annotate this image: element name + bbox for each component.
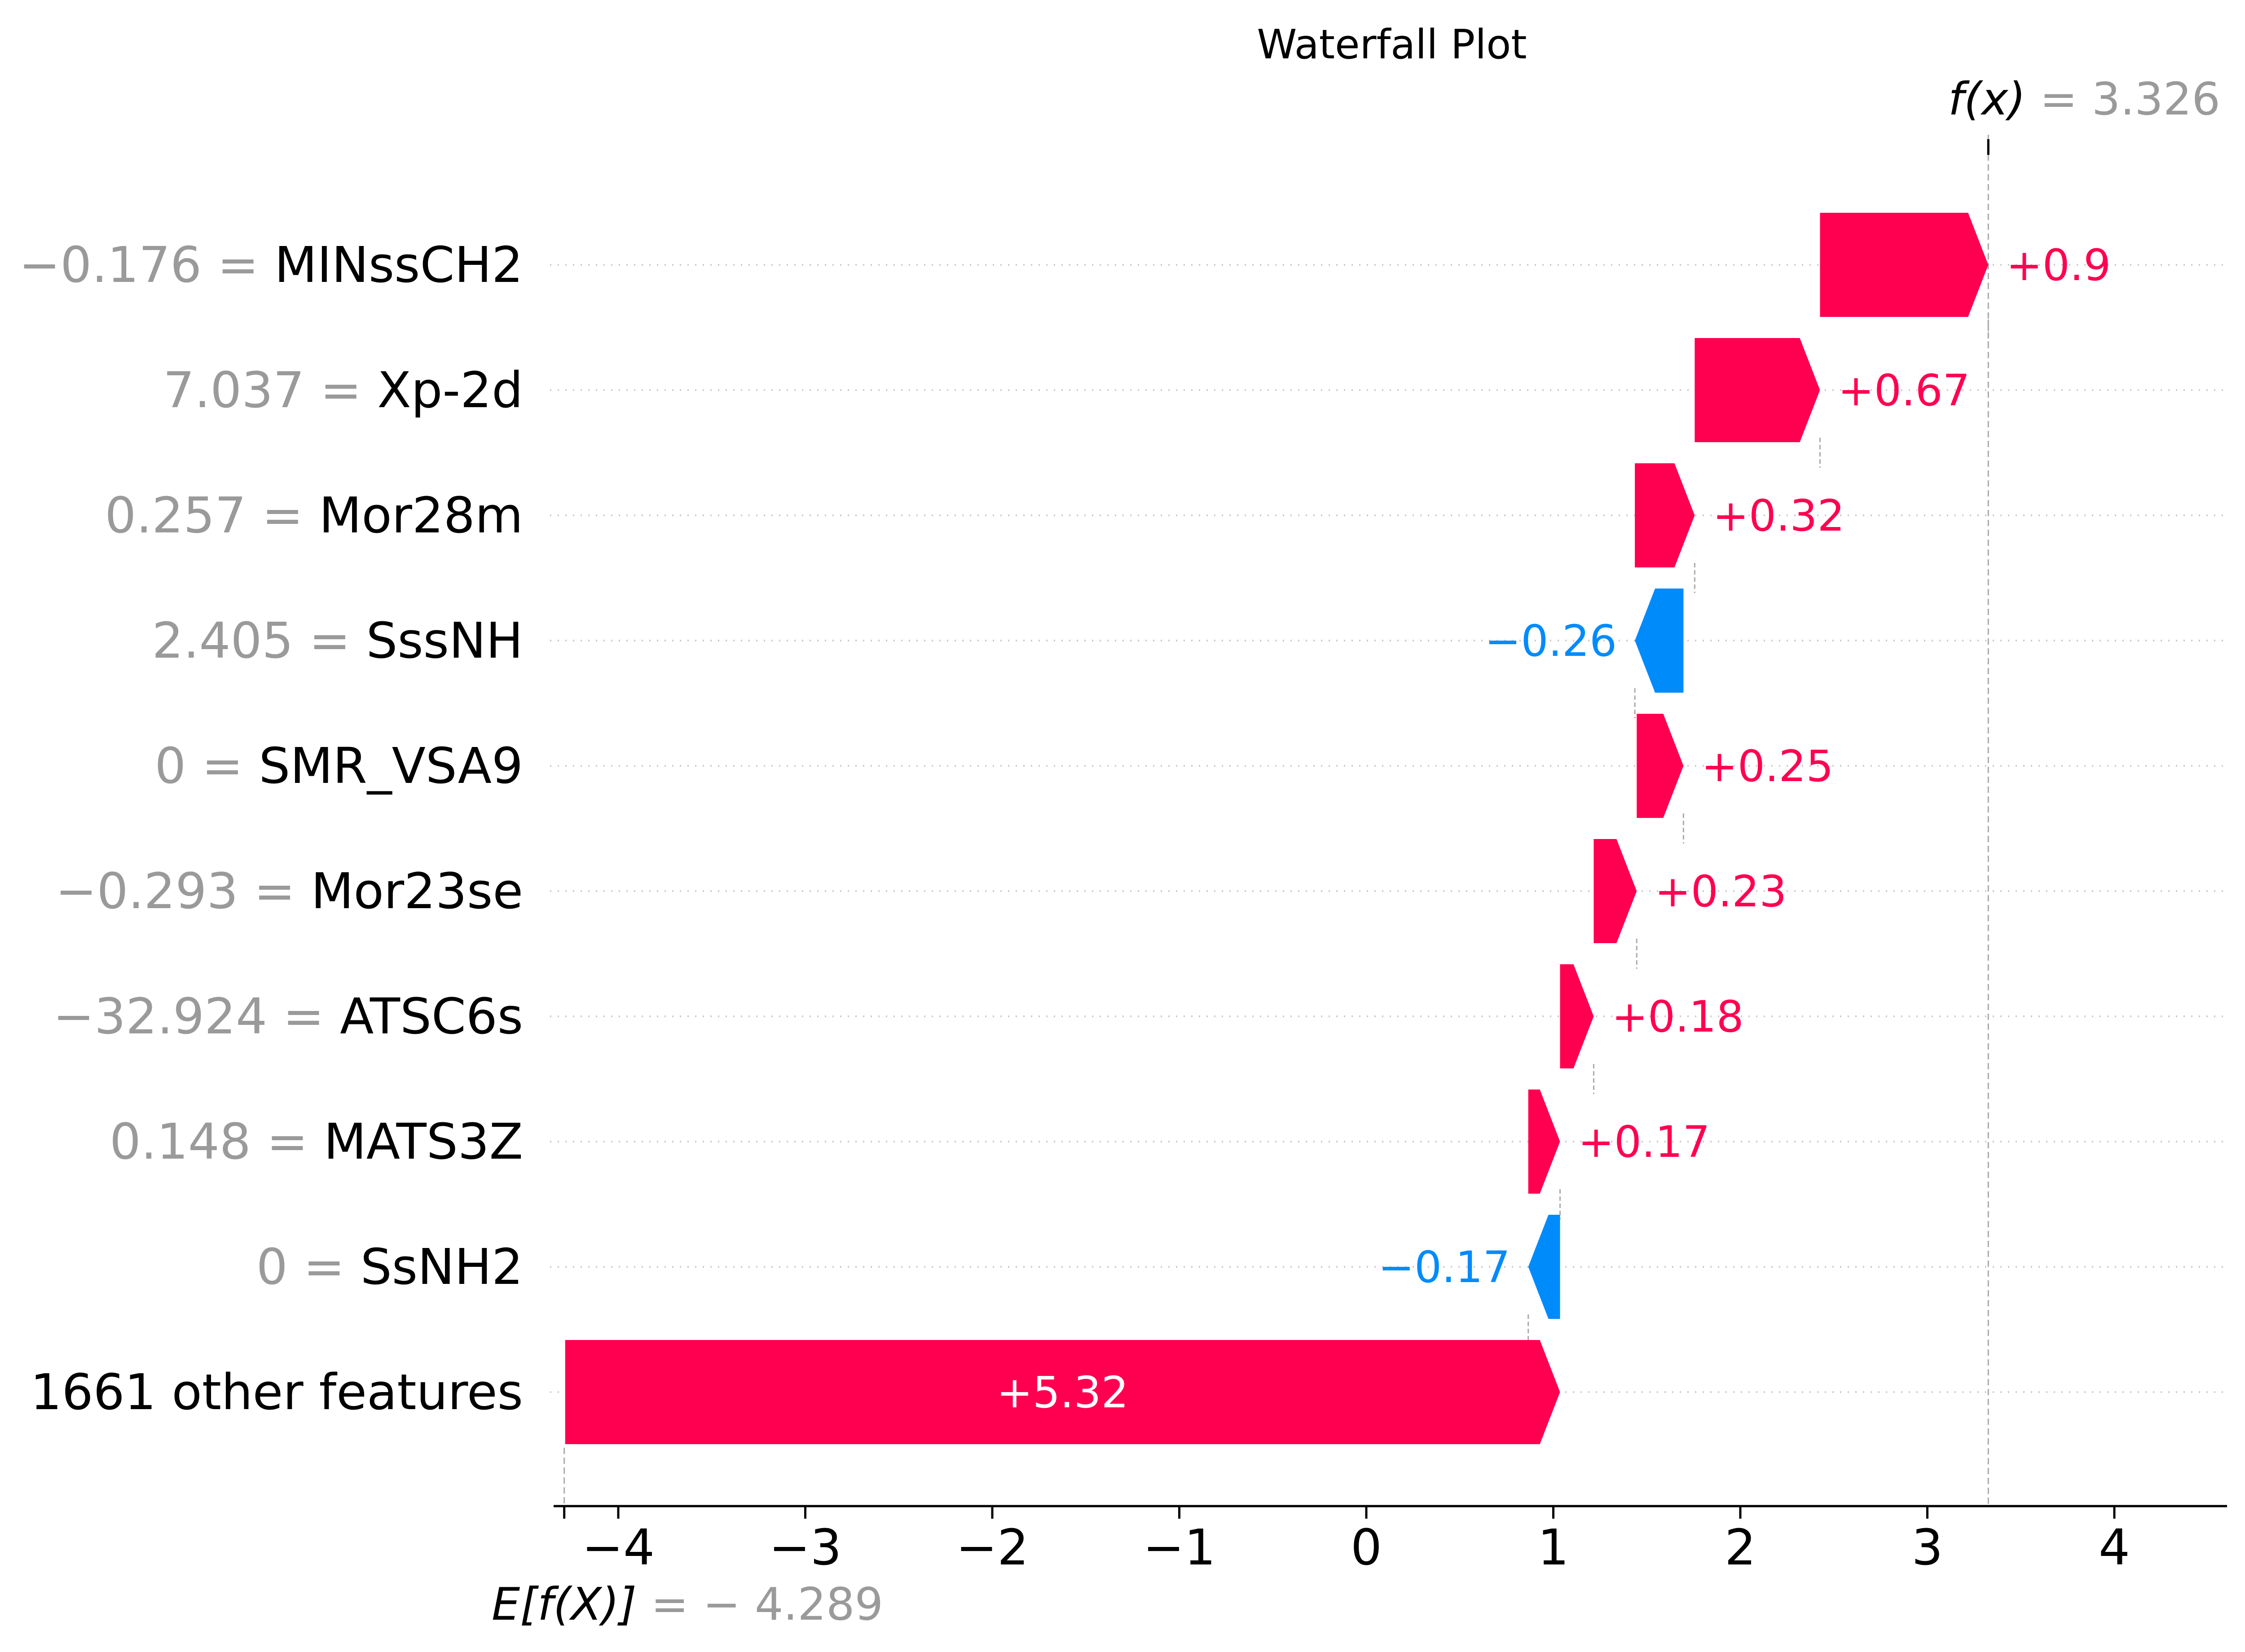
waterfall-bar (1820, 213, 1989, 317)
feature-labels: −0.176 = MINssCH2 7.037 = Xp-2d 0.257 = Mo… (19, 236, 523, 1421)
guide-lines (563, 135, 1990, 1506)
feature-label: 0 = SMR_VSA9 (154, 737, 523, 795)
bar-value-label: +0.25 (1701, 741, 1833, 791)
feature-label: −0.176 = MINssCH2 (19, 236, 523, 294)
x-tick-label: 0 (1351, 1519, 1382, 1576)
x-tick-label: −1 (1143, 1519, 1215, 1576)
bar-value-label: +0.18 (1611, 992, 1743, 1042)
bar-value-label: −0.17 (1378, 1242, 1510, 1292)
grid-lines (550, 264, 2227, 1393)
feature-name: 1661 other features (31, 1363, 523, 1421)
feature-name: SMR_VSA9 (259, 737, 523, 795)
feature-value: −32.924 = (53, 988, 340, 1045)
feature-label: 0.257 = Mor28m (105, 487, 523, 544)
waterfall-bar (1594, 839, 1637, 943)
feature-value: 2.405 = (152, 612, 366, 669)
base-value: = − 4.289 (651, 1578, 883, 1630)
x-tick-label: 3 (1912, 1519, 1943, 1576)
feature-value: 0.148 = (110, 1113, 324, 1170)
waterfall-bar (1635, 463, 1695, 567)
base-label: E[f(X)] (492, 1578, 651, 1630)
feature-label: −32.924 = ATSC6s (53, 988, 523, 1045)
feature-name: MINssCH2 (274, 236, 523, 294)
bar-value-label: +0.23 (1655, 866, 1787, 917)
feature-name: Mor28m (319, 487, 523, 544)
annotations: f(x) = 3.326 E[f(X)] = − 4.289 (492, 73, 2220, 1630)
x-tick-label: −2 (956, 1519, 1029, 1576)
feature-value: −0.176 = (19, 236, 274, 294)
feature-value: 7.037 = (163, 361, 377, 419)
output-value-annotation: f(x) = 3.326 (1948, 73, 2220, 125)
feature-label: 1661 other features (31, 1363, 523, 1421)
x-tick-label: 1 (1538, 1519, 1569, 1576)
bar-value-label: +0.32 (1712, 491, 1844, 541)
base-value-annotation: E[f(X)] = − 4.289 (492, 1578, 883, 1630)
feature-name: Mor23se (311, 862, 523, 920)
x-tick-label: 4 (2099, 1519, 2130, 1576)
feature-label: 0 = SsNH2 (256, 1238, 523, 1296)
feature-name: ATSC6s (340, 988, 523, 1045)
feature-name: SssNH (366, 612, 523, 669)
bar-value-label: +5.32 (997, 1367, 1129, 1418)
bar-value-label: +0.17 (1578, 1117, 1710, 1167)
feature-value: 0 = (256, 1238, 361, 1296)
x-tick-label: 2 (1725, 1519, 1756, 1576)
waterfall-bar (565, 1340, 1560, 1444)
feature-label: 0.148 = MATS3Z (110, 1113, 523, 1170)
chart-title: Waterfall Plot (1257, 21, 1527, 68)
bar-value-label: +0.67 (1838, 365, 1970, 416)
bars: +0.9 +0.67 +0.32 −0.26 +0.25 +0.23 +0.18 +0.17 −… (565, 213, 2111, 1444)
feature-name: Xp-2d (377, 361, 523, 419)
feature-value: 0.257 = (105, 487, 319, 544)
feature-label: 7.037 = Xp-2d (163, 361, 523, 419)
output-value: = 3.326 (2040, 73, 2220, 125)
feature-label: −0.293 = Mor23se (55, 862, 523, 920)
feature-name: SsNH2 (361, 1238, 523, 1296)
waterfall-bar (1528, 1090, 1560, 1194)
bar-value-label: −0.26 (1485, 616, 1617, 666)
x-axis: −4 −3 −2 −1 0 1 2 3 4 (554, 1505, 2227, 1576)
feature-value: −0.293 = (55, 862, 311, 920)
output-label: f(x) (1948, 73, 2040, 125)
waterfall-bar (1528, 1215, 1560, 1319)
feature-name: MATS3Z (324, 1113, 523, 1170)
feature-label: 2.405 = SssNH (152, 612, 523, 669)
waterfall-bar (1560, 964, 1594, 1068)
feature-value: 0 = (154, 737, 259, 795)
waterfall-bar (1637, 714, 1684, 818)
bar-value-label: +0.9 (2006, 240, 2111, 290)
x-tick-label: −4 (582, 1519, 655, 1576)
x-tick-label: −3 (769, 1519, 841, 1576)
waterfall-bar (1635, 589, 1684, 693)
waterfall-bar (1695, 338, 1820, 442)
